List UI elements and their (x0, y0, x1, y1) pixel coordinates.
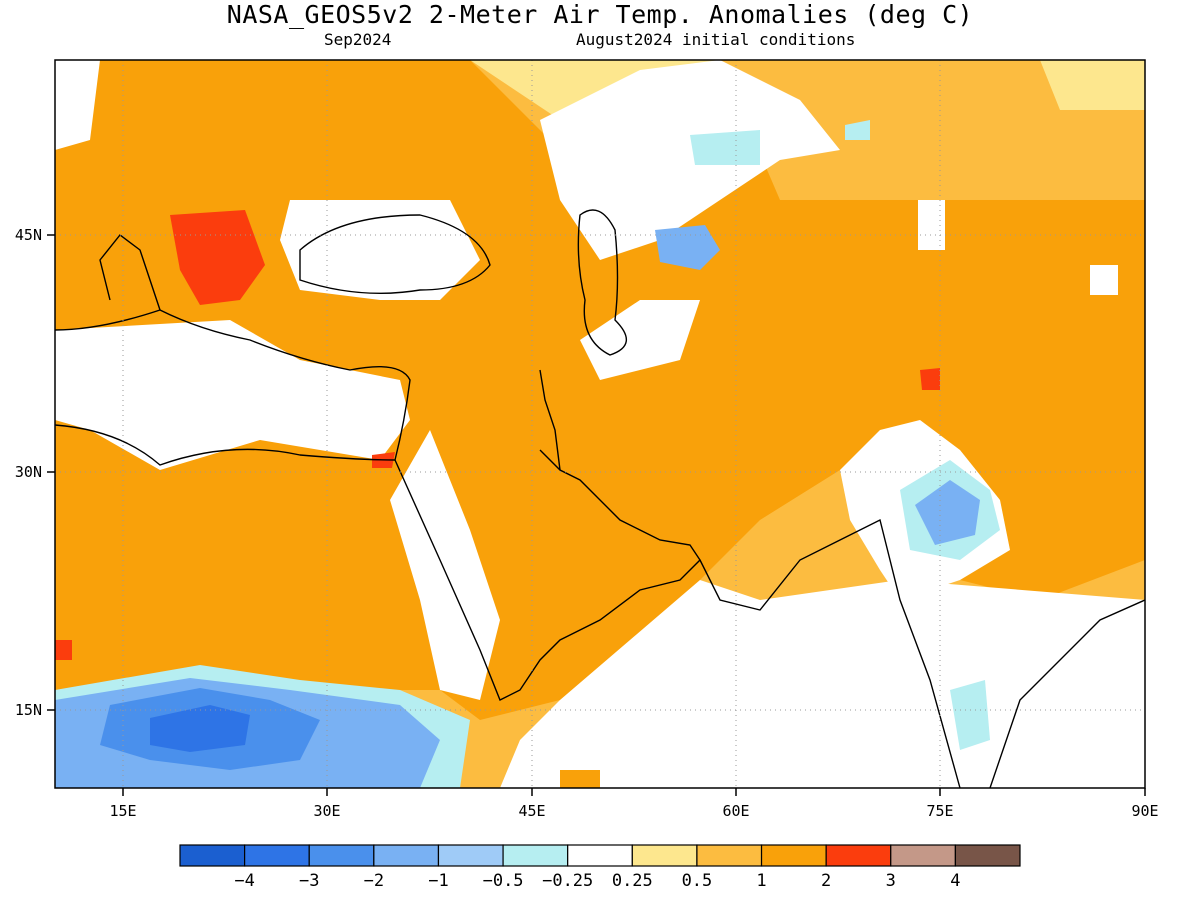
colorbar-swatch (954, 844, 1021, 867)
colorbar-swatch (244, 844, 310, 867)
colorbar-swatch (373, 844, 440, 867)
colorbar-swatch (502, 844, 569, 867)
colorbar-label: 2 (821, 871, 831, 891)
colorbar-swatch (631, 844, 698, 867)
colorbar-label: −1 (428, 871, 448, 891)
lon-label: 90E (1131, 802, 1158, 820)
colorbar-swatch (890, 844, 956, 867)
map-frame (54, 59, 1146, 789)
colorbar-label: −3 (299, 871, 319, 891)
colorbar-label: 0.5 (682, 871, 713, 891)
colorbar-swatch (308, 844, 375, 867)
graticule (55, 60, 1145, 788)
lon-label: 75E (926, 802, 953, 820)
colorbar-swatch (437, 844, 504, 867)
forecast-month: Sep2024 (324, 30, 392, 49)
lon-label: 30E (313, 802, 340, 820)
lat-label: 15N (15, 701, 42, 719)
colorbar-swatch (760, 844, 827, 867)
colorbar-label: −0.5 (483, 871, 524, 891)
axis-ticks (47, 234, 1146, 796)
coastlines (55, 209, 1145, 788)
lat-label: 30N (15, 463, 42, 481)
colorbar-label: −0.25 (542, 871, 593, 891)
colorbar: −4 −3 −2 −1 −0.5 −0.25 0.25 0.5 1 2 3 4 (179, 844, 1021, 891)
colorbar-swatch (179, 844, 246, 867)
colorbar-swatch (696, 844, 763, 867)
colorbar-label: 3 (886, 871, 896, 891)
colorbar-label: 0.25 (612, 871, 653, 891)
lat-label: 45N (15, 226, 42, 244)
colorbar-label: −2 (364, 871, 384, 891)
map-title: NASA_GEOS5v2 2-Meter Air Temp. Anomalies… (226, 0, 974, 29)
initial-conditions: August2024 initial conditions (576, 30, 856, 49)
colorbar-label: 1 (756, 871, 766, 891)
colorbar-label: 4 (950, 871, 960, 891)
anomaly-field (55, 60, 1145, 788)
colorbar-label: −4 (234, 871, 254, 891)
colorbar-swatch (825, 844, 892, 867)
lon-label: 45E (518, 802, 545, 820)
colorbar-swatch (567, 844, 633, 867)
lon-label: 15E (109, 802, 136, 820)
lon-label: 60E (722, 802, 749, 820)
